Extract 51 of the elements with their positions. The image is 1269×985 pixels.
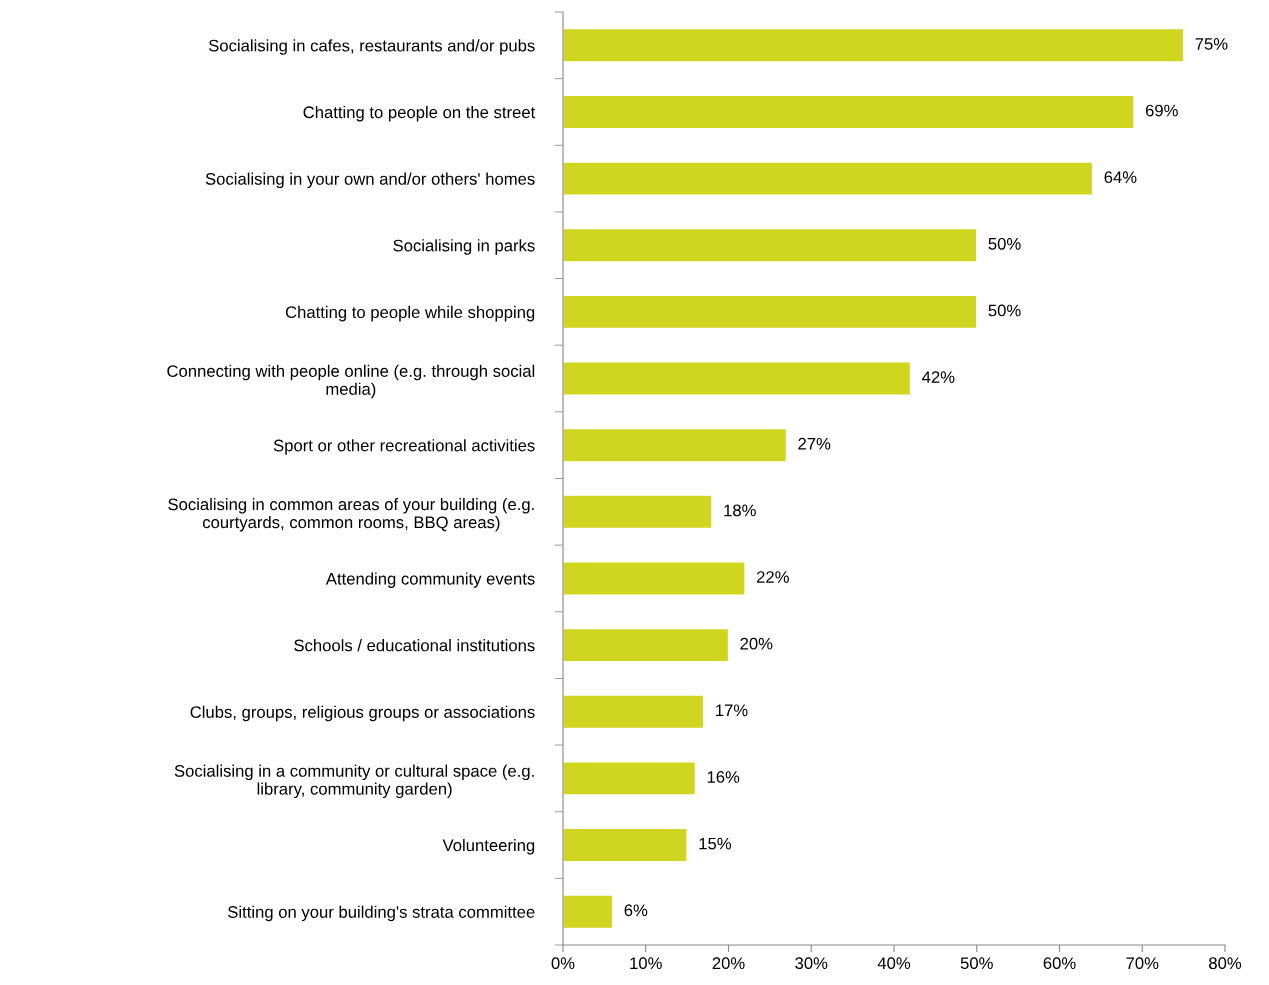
data-label: 69% [1145, 104, 1178, 117]
bar [563, 894, 614, 930]
y-tick-label: Sitting on your building's strata committee [228, 905, 535, 922]
bar [563, 361, 912, 396]
y-tick-label: Attending community events [325, 572, 535, 588]
x-tick-label: 60% [1043, 957, 1076, 970]
data-label: 6% [624, 904, 648, 917]
y-tick-label: Socialising in parks [393, 239, 535, 255]
bar [563, 494, 713, 530]
bar [563, 27, 1185, 63]
bar [563, 761, 697, 796]
y-tick-label: Clubs, groups, religious groups or associations [190, 705, 535, 722]
x-tick-label: 40% [877, 957, 911, 970]
y-tick-label: Socialising in cafes, restaurants and/or pubs [208, 39, 535, 55]
y-tick-label: Socialising in common areas of your building (e.g. courtyards, common rooms, BBQ areas) [168, 498, 534, 532]
y-tick-label: Connecting with people online (e.g. through social media) [167, 364, 535, 399]
bar [563, 694, 705, 730]
bar [563, 161, 1094, 196]
bar [563, 227, 978, 263]
data-label: 15% [699, 837, 731, 850]
y-tick-label: Volunteering [442, 839, 535, 855]
data-label: 20% [740, 637, 773, 650]
y-tick-label: Sport or other recreational activities [273, 439, 535, 455]
data-label: 16% [707, 771, 740, 783]
bar [563, 827, 688, 863]
x-tick-label: 20% [712, 957, 745, 970]
y-tick-label: Chatting to people on the street [303, 105, 536, 122]
x-tick-label: 30% [795, 957, 828, 970]
y-tick-label: Schools / educational institutions [294, 639, 535, 652]
data-label: 27% [798, 437, 831, 450]
x-tick-label: 50% [960, 957, 993, 970]
x-tick-label: 70% [1126, 957, 1159, 970]
bar [563, 427, 788, 463]
data-label: 75% [1195, 38, 1228, 50]
data-label: 17% [716, 704, 748, 717]
data-label: 50% [988, 237, 1021, 250]
x-tick-label: 80% [1209, 957, 1242, 970]
data-label: 50% [988, 304, 1021, 317]
x-tick-label: 0% [551, 957, 575, 970]
y-tick-label: Socialising in your own and/or others' homes [205, 172, 535, 189]
bar [563, 94, 1135, 130]
data-label: 22% [757, 571, 789, 583]
bar [563, 561, 746, 596]
bar [563, 627, 730, 663]
data-label: 64% [1104, 171, 1137, 184]
y-tick-label: Socialising in a community or cultural space (e.g. library, community garden) [174, 764, 534, 799]
x-tick-label: 10% [630, 957, 662, 970]
y-tick-label: Chatting to people while shopping [285, 305, 535, 322]
data-label: 18% [724, 504, 756, 517]
data-label: 42% [922, 371, 955, 383]
bar [563, 294, 978, 330]
